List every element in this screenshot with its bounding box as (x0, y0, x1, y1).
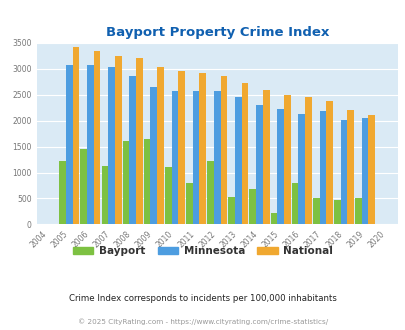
Bar (368, 115, 374, 224)
Bar (213, 91, 220, 224)
Text: © 2025 CityRating.com - https://www.cityrating.com/crime-statistics/: © 2025 CityRating.com - https://www.city… (78, 318, 327, 325)
Bar (220, 76, 227, 224)
Bar (129, 76, 136, 224)
Bar (136, 58, 143, 224)
Bar (325, 102, 332, 224)
Bar (354, 198, 361, 224)
Bar (283, 95, 290, 224)
Bar (94, 51, 100, 224)
Bar (108, 67, 115, 224)
Bar (262, 90, 269, 224)
Bar (256, 105, 262, 224)
Bar (157, 67, 164, 224)
Bar (291, 183, 298, 224)
Bar (80, 149, 87, 224)
Bar (66, 65, 72, 224)
Bar (150, 87, 157, 224)
Bar (199, 73, 206, 224)
Bar (171, 91, 178, 224)
Legend: Bayport, Minnesota, National: Bayport, Minnesota, National (68, 242, 337, 260)
Bar (361, 117, 368, 224)
Title: Bayport Property Crime Index: Bayport Property Crime Index (105, 26, 328, 39)
Bar (59, 161, 66, 224)
Bar (87, 65, 94, 224)
Bar (122, 142, 129, 224)
Bar (228, 197, 234, 224)
Bar (241, 83, 248, 224)
Bar (178, 71, 185, 224)
Bar (115, 56, 121, 224)
Bar (207, 161, 213, 224)
Bar (192, 91, 199, 224)
Bar (143, 139, 150, 224)
Bar (185, 183, 192, 224)
Bar (340, 120, 347, 224)
Bar (333, 200, 340, 224)
Text: Crime Index corresponds to incidents per 100,000 inhabitants: Crime Index corresponds to incidents per… (69, 294, 336, 303)
Bar (249, 189, 256, 224)
Bar (298, 114, 304, 224)
Bar (164, 167, 171, 224)
Bar (277, 109, 283, 224)
Bar (347, 110, 353, 224)
Bar (319, 111, 325, 224)
Bar (270, 213, 277, 224)
Bar (304, 97, 311, 224)
Bar (312, 198, 319, 224)
Bar (72, 47, 79, 224)
Bar (101, 166, 108, 224)
Bar (234, 97, 241, 224)
